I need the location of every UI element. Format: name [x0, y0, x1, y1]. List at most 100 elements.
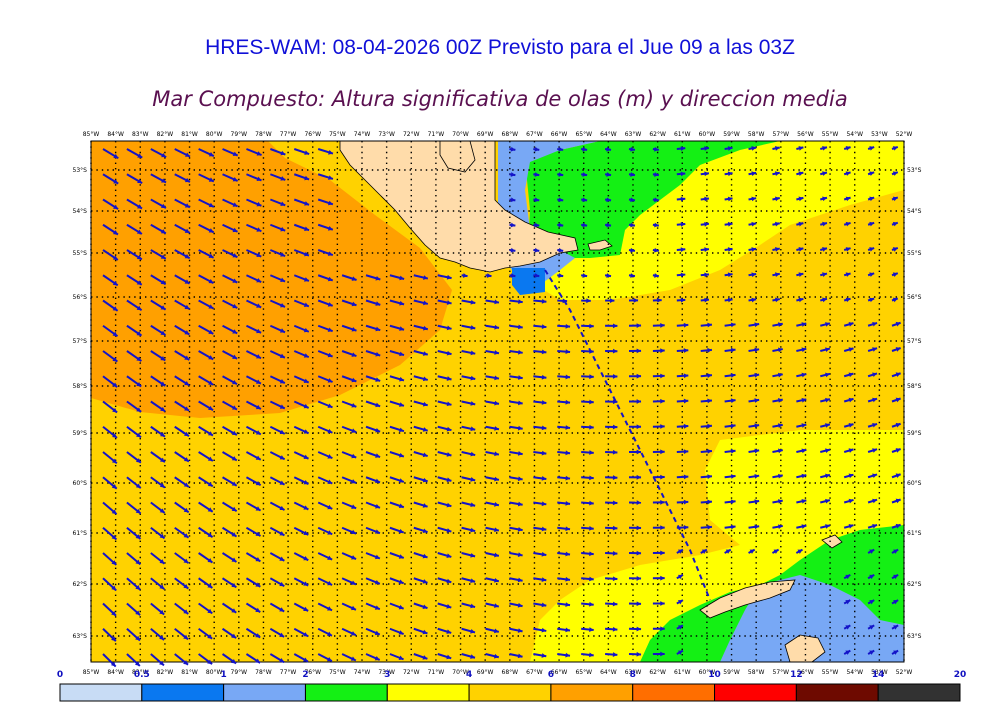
- direction-arrow: [413, 501, 428, 508]
- direction-arrow: [222, 223, 238, 233]
- direction-arrow: [891, 498, 901, 504]
- lon-label: 77°W: [280, 131, 297, 138]
- colorbar-label: 1: [221, 670, 227, 680]
- field-3-4m-north: [520, 141, 904, 300]
- direction-arrow: [198, 249, 215, 259]
- direction-arrow: [150, 274, 167, 286]
- direction-arrow: [676, 196, 686, 202]
- direction-arrow: [748, 448, 760, 454]
- lon-label: 53°W: [871, 131, 888, 138]
- field-0.5-1m: [512, 268, 545, 295]
- direction-arrow: [843, 247, 851, 252]
- direction-arrow: [891, 372, 901, 378]
- direction-arrow: [341, 526, 357, 535]
- direction-arrow: [365, 425, 381, 433]
- direction-arrow: [700, 423, 713, 429]
- direction-arrow: [724, 347, 736, 353]
- direction-arrow: [198, 577, 213, 589]
- direction-arrow: [317, 526, 333, 536]
- wave-direction-arrows: [102, 146, 901, 668]
- direction-arrow: [628, 626, 642, 632]
- direction-arrow: [341, 274, 357, 281]
- direction-arrow: [293, 350, 310, 359]
- direction-arrow: [796, 146, 804, 151]
- direction-arrow: [221, 602, 237, 614]
- direction-arrow: [652, 273, 659, 278]
- direction-arrow: [317, 577, 333, 586]
- direction-arrow: [437, 324, 452, 331]
- direction-arrow: [269, 501, 285, 511]
- lon-label: 85°W: [83, 131, 100, 138]
- direction-arrow: [365, 501, 381, 509]
- lon-label: 57°W: [773, 669, 790, 676]
- direction-arrow: [867, 422, 878, 428]
- direction-arrow: [628, 247, 636, 253]
- direction-arrow: [867, 372, 878, 378]
- direction-arrow: [557, 349, 571, 355]
- lon-label: 73°W: [378, 669, 395, 676]
- direction-arrow: [389, 552, 405, 559]
- direction-arrow: [557, 197, 564, 203]
- direction-arrow: [341, 324, 357, 332]
- direction-arrow: [772, 247, 780, 252]
- lat-label: 56°S: [907, 294, 922, 301]
- direction-arrow: [198, 223, 215, 234]
- direction-arrow: [150, 552, 166, 565]
- direction-arrow: [413, 552, 428, 559]
- colorbar-segment: [714, 683, 797, 702]
- direction-arrow: [796, 322, 807, 327]
- direction-arrow: [533, 400, 547, 405]
- direction-arrow: [317, 148, 334, 155]
- direction-arrow: [557, 551, 571, 557]
- direction-arrow: [891, 397, 901, 403]
- direction-arrow: [198, 476, 214, 488]
- direction-arrow: [843, 347, 854, 352]
- direction-arrow: [150, 451, 166, 463]
- direction-arrow: [772, 196, 780, 202]
- direction-arrow: [245, 653, 261, 664]
- direction-arrow: [891, 146, 899, 151]
- direction-arrow: [270, 148, 286, 156]
- direction-arrow: [628, 525, 642, 531]
- direction-arrow: [174, 375, 190, 387]
- direction-arrow: [724, 548, 732, 554]
- direction-arrow: [222, 148, 239, 157]
- direction-arrow: [533, 577, 547, 582]
- direction-arrow: [843, 574, 851, 580]
- direction-arrow: [843, 498, 854, 504]
- direction-arrow: [820, 272, 828, 277]
- direction-arrow: [509, 526, 523, 532]
- direction-arrow: [796, 247, 804, 252]
- direction-arrow: [748, 524, 760, 530]
- direction-arrow: [748, 499, 760, 504]
- direction-arrow: [652, 424, 665, 429]
- direction-arrow: [700, 524, 713, 530]
- direction-arrow: [437, 602, 452, 609]
- direction-arrow: [102, 602, 117, 617]
- longitude-labels-top: 85°W 84°W 83°W 82°W 81°W 80°W 79°W 78°W 77°W 76°W…: [83, 131, 913, 138]
- direction-arrow: [796, 524, 807, 529]
- colorbar: 0 0.5 1 2 3 4 6 8 10 12 14 20: [57, 670, 966, 702]
- direction-arrow: [867, 448, 878, 453]
- direction-arrow: [174, 350, 190, 361]
- direction-arrow: [724, 499, 736, 505]
- lon-label: 76°W: [304, 131, 321, 138]
- direction-arrow: [843, 372, 854, 378]
- direction-arrow: [820, 473, 831, 479]
- direction-arrow: [389, 577, 405, 585]
- direction-arrow: [509, 197, 516, 203]
- direction-arrow: [820, 397, 831, 403]
- direction-arrow: [700, 297, 710, 303]
- direction-arrow: [891, 422, 901, 428]
- direction-arrow: [676, 297, 686, 303]
- direction-arrow: [891, 624, 899, 630]
- direction-arrow: [820, 171, 828, 176]
- direction-arrow: [269, 653, 285, 664]
- direction-arrow: [605, 551, 618, 556]
- direction-arrow: [485, 273, 492, 278]
- direction-arrow: [269, 375, 286, 384]
- direction-arrow: [605, 399, 618, 405]
- direction-arrow: [867, 548, 875, 554]
- land-island-small: [821, 534, 843, 549]
